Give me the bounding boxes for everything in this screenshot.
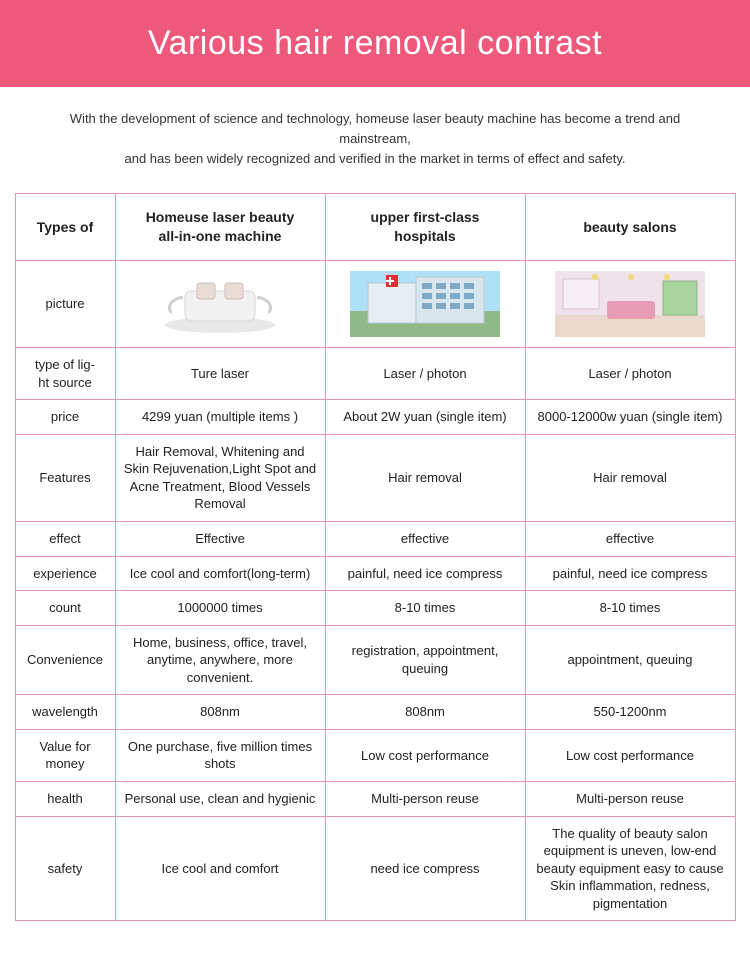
picture-label: picture [15,261,115,348]
light-source-col1: Ture laser [115,348,325,400]
device-image-icon [122,269,319,339]
light-source-label: type of lig- ht source [15,348,115,400]
safety-col3: The quality of beauty salon equipment is… [525,816,735,921]
price-label: price [15,400,115,435]
health-col3: Multi-person reuse [525,781,735,816]
experience-row: experience Ice cool and comfort(long-ter… [15,556,735,591]
header-col1-l2: all-in-one machine [122,227,319,246]
health-row: health Personal use, clean and hygienic … [15,781,735,816]
safety-col1: Ice cool and comfort [115,816,325,921]
price-col1: 4299 yuan (multiple items ) [115,400,325,435]
picture-col2 [325,261,525,348]
features-col2: Hair removal [325,434,525,521]
hospital-image-icon [332,269,519,339]
features-col1: Hair Removal, Whitening and Skin Rejuven… [115,434,325,521]
header-col2: upper first-class hospitals [325,194,525,261]
experience-label: experience [15,556,115,591]
experience-col1: Ice cool and comfort(long-term) [115,556,325,591]
health-col1: Personal use, clean and hygienic [115,781,325,816]
effect-col2: effective [325,522,525,557]
intro-text: With the development of science and tech… [0,87,750,193]
light-source-row: type of lig- ht source Ture laser Laser … [15,348,735,400]
picture-col1 [115,261,325,348]
picture-col3 [525,261,735,348]
vfm-label-l1: Value for [39,739,90,754]
effect-row: effect Effective effective effective [15,522,735,557]
header-col2-l1: upper first-class [332,208,519,227]
price-col3: 8000-12000w yuan (single item) [525,400,735,435]
experience-col2: painful, need ice compress [325,556,525,591]
count-row: count 1000000 times 8-10 times 8-10 time… [15,591,735,626]
count-col2: 8-10 times [325,591,525,626]
light-source-label-l2: ht source [38,375,91,390]
wavelength-col2: 808nm [325,695,525,730]
convenience-row: Convenience Home, business, office, trav… [15,625,735,695]
count-label: count [15,591,115,626]
count-col1: 1000000 times [115,591,325,626]
salon-image-icon [532,269,729,339]
wavelength-col1: 808nm [115,695,325,730]
wavelength-col3: 550-1200nm [525,695,735,730]
wavelength-row: wavelength 808nm 808nm 550-1200nm [15,695,735,730]
features-col3: Hair removal [525,434,735,521]
header-col1-l1: Homeuse laser beauty [122,208,319,227]
count-col3: 8-10 times [525,591,735,626]
value-for-money-col3: Low cost performance [525,729,735,781]
features-label: Features [15,434,115,521]
effect-col3: effective [525,522,735,557]
header-label: Types of [15,194,115,261]
value-for-money-label: Value for money [15,729,115,781]
picture-row: picture [15,261,735,348]
features-row: Features Hair Removal, Whitening and Ski… [15,434,735,521]
convenience-col3: appointment, queuing [525,625,735,695]
header-col3: beauty salons [525,194,735,261]
header-row: Types of Homeuse laser beauty all-in-one… [15,194,735,261]
page-header: Various hair removal contrast [0,0,750,87]
health-col2: Multi-person reuse [325,781,525,816]
safety-row: safety Ice cool and comfort need ice com… [15,816,735,921]
wavelength-label: wavelength [15,695,115,730]
value-for-money-col1: One purchase, five million times shots [115,729,325,781]
price-row: price 4299 yuan (multiple items ) About … [15,400,735,435]
experience-col3: painful, need ice compress [525,556,735,591]
header-col2-l2: hospitals [332,227,519,246]
price-col2: About 2W yuan (single item) [325,400,525,435]
light-source-col3: Laser / photon [525,348,735,400]
intro-line-1: With the development of science and tech… [70,111,680,146]
vfm-label-l2: money [45,756,84,771]
value-for-money-col2: Low cost performance [325,729,525,781]
convenience-col1: Home, business, office, travel, anytime,… [115,625,325,695]
intro-line-2: and has been widely recognized and verif… [124,151,625,166]
effect-col1: Effective [115,522,325,557]
light-source-label-l1: type of lig- [35,357,95,372]
safety-label: safety [15,816,115,921]
page-title: Various hair removal contrast [148,24,602,62]
convenience-label: Convenience [15,625,115,695]
convenience-col2: registration, appointment, queuing [325,625,525,695]
header-col1: Homeuse laser beauty all-in-one machine [115,194,325,261]
health-label: health [15,781,115,816]
effect-label: effect [15,522,115,557]
safety-col2: need ice compress [325,816,525,921]
light-source-col2: Laser / photon [325,348,525,400]
comparison-table: Types of Homeuse laser beauty all-in-one… [15,193,736,921]
value-for-money-row: Value for money One purchase, five milli… [15,729,735,781]
